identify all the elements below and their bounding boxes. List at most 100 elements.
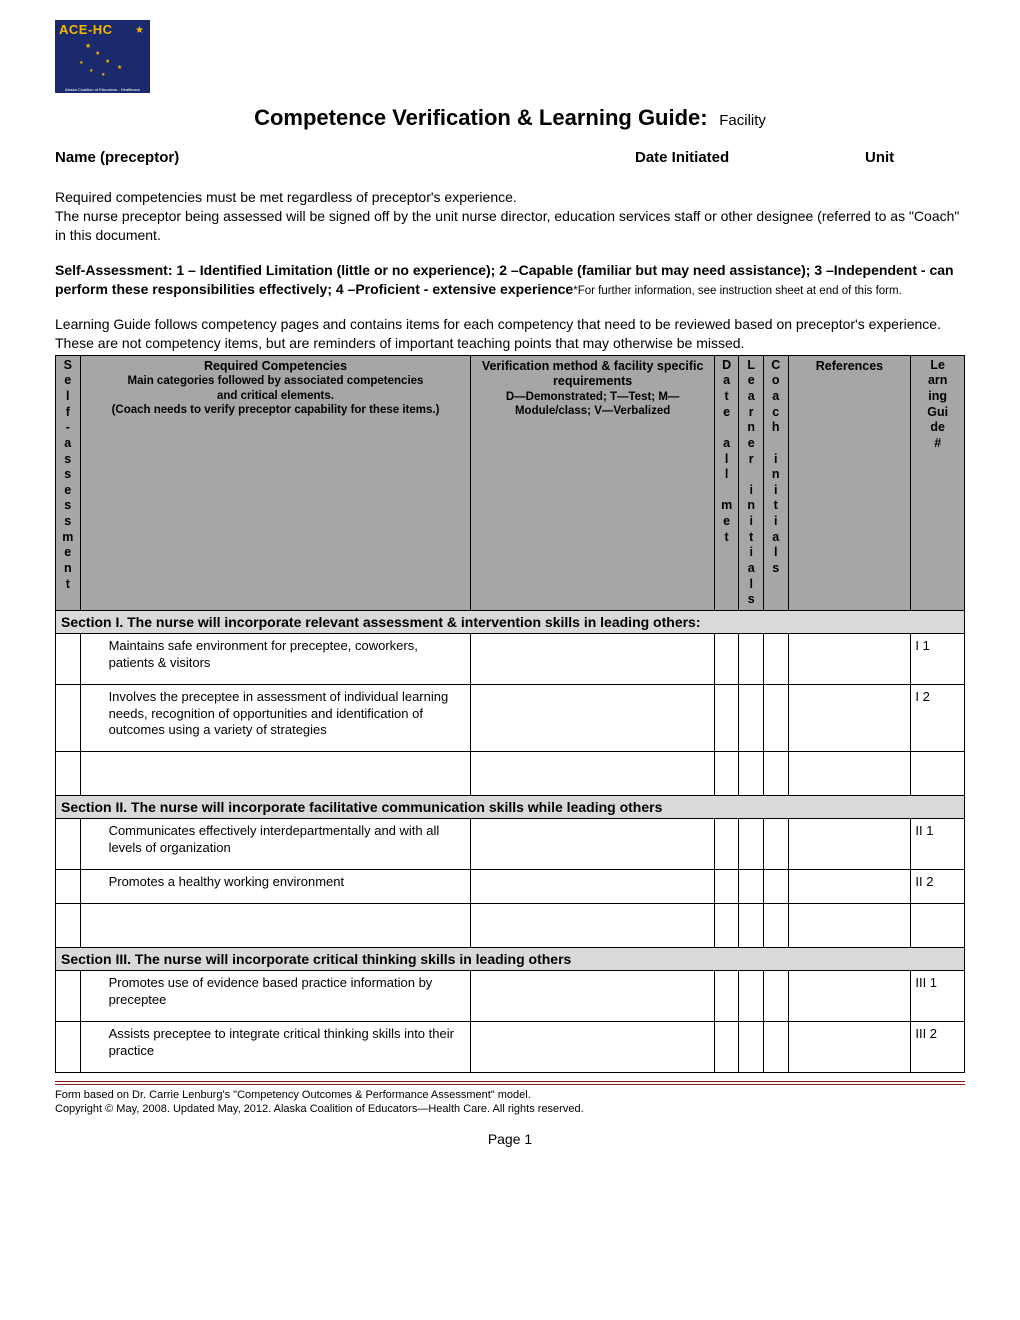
learner-initials-cell (739, 684, 764, 752)
learning-guide-ref (911, 752, 965, 796)
coach-initials-cell (763, 684, 788, 752)
table-row: Communicates effectively interdepartment… (56, 819, 965, 870)
learning-guide-ref: I 2 (911, 684, 965, 752)
learner-initials-cell (739, 870, 764, 904)
col-references: References (788, 355, 911, 610)
star-icon: ★ (95, 50, 100, 57)
coach-initials-cell (763, 1021, 788, 1072)
learner-initials-cell (739, 819, 764, 870)
table-row: Involves the preceptee in assessment of … (56, 684, 965, 752)
learner-initials-cell (739, 970, 764, 1021)
table-row: Promotes use of evidence based practice … (56, 970, 965, 1021)
competency-text: Communicates effectively interdepartment… (80, 819, 471, 870)
learning-guide-note: Learning Guide follows competency pages … (55, 315, 965, 353)
self-assessment-cell (56, 903, 81, 947)
references-cell (788, 633, 911, 684)
page-title-suffix: Facility (719, 112, 766, 129)
page-title-row: Competence Verification & Learning Guide… (55, 105, 965, 131)
verification-cell (471, 970, 714, 1021)
footer-line2: Copyright © May, 2008. Updated May, 2012… (55, 1102, 965, 1117)
learner-initials-cell (739, 1021, 764, 1072)
section-header: Section II. The nurse will incorporate f… (56, 796, 965, 819)
footer-line1: Form based on Dr. Carrie Lenburg's "Comp… (55, 1088, 965, 1103)
self-assessment-cell (56, 684, 81, 752)
col-coach-initials: Coach initials (763, 355, 788, 610)
footer-rule (55, 1081, 965, 1088)
table-row (56, 903, 965, 947)
star-icon: ★ (101, 72, 105, 78)
col-required-competencies: Required Competencies Main categories fo… (80, 355, 471, 610)
verification-cell (471, 819, 714, 870)
self-assessment-cell (56, 970, 81, 1021)
intro-p1: Required competencies must be met regard… (55, 189, 517, 205)
req-sub1: Main categories followed by associated c… (83, 374, 469, 388)
verification-cell (471, 684, 714, 752)
self-assessment-cell (56, 633, 81, 684)
date-met-cell (714, 752, 739, 796)
date-met-cell (714, 684, 739, 752)
date-met-cell (714, 1021, 739, 1072)
coach-initials-cell (763, 633, 788, 684)
req-title: Required Competencies (204, 359, 347, 373)
logo-subtext: Alaska Coalition of Educators - Healthca… (57, 87, 148, 92)
table-row: Maintains safe environment for preceptee… (56, 633, 965, 684)
date-met-cell (714, 970, 739, 1021)
competency-text: Maintains safe environment for preceptee… (80, 633, 471, 684)
learning-guide-ref: I 1 (911, 633, 965, 684)
competency-text (80, 752, 471, 796)
req-sub2: and critical elements. (83, 389, 469, 403)
page-number: Page 1 (55, 1131, 965, 1147)
competency-text (80, 903, 471, 947)
col-verification-method: Verification method & facility specific … (471, 355, 714, 610)
page-title: Competence Verification & Learning Guide… (254, 105, 708, 130)
col-learning-guide-num: LearningGuide# (911, 355, 965, 610)
learner-initials-cell (739, 633, 764, 684)
date-met-cell (714, 870, 739, 904)
references-cell (788, 903, 911, 947)
unit-label: Unit (865, 149, 965, 166)
verification-cell (471, 752, 714, 796)
references-cell (788, 752, 911, 796)
references-cell (788, 1021, 911, 1072)
table-header-row: Self-assessment Required Competencies Ma… (56, 355, 965, 610)
verif-title: Verification method & facility specific … (482, 359, 704, 389)
learning-guide-ref: II 1 (911, 819, 965, 870)
references-cell (788, 819, 911, 870)
coach-initials-cell (763, 903, 788, 947)
verification-cell (471, 633, 714, 684)
req-sub3: (Coach needs to verify preceptor capabil… (83, 403, 469, 417)
self-assessment-legend: Self-Assessment: 1 – Identified Limitati… (55, 261, 965, 299)
learning-guide-ref: III 1 (911, 970, 965, 1021)
competency-table: Self-assessment Required Competencies Ma… (55, 355, 965, 1073)
verification-cell (471, 1021, 714, 1072)
coach-initials-cell (763, 819, 788, 870)
table-row: Promotes a healthy working environment II… (56, 870, 965, 904)
table-row (56, 752, 965, 796)
name-label: Name (preceptor) (55, 149, 635, 166)
self-assessment-cell (56, 870, 81, 904)
self-assessment-cell (56, 1021, 81, 1072)
competency-text: Involves the preceptee in assessment of … (80, 684, 471, 752)
section-header-row: Section I. The nurse will incorporate re… (56, 610, 965, 633)
star-icon: ★ (89, 68, 93, 74)
section-header: Section III. The nurse will incorporate … (56, 947, 965, 970)
col-learner-initials: Learner initials (739, 355, 764, 610)
self-assess-note: *For further information, see instructio… (573, 285, 902, 297)
competency-text: Assists preceptee to integrate critical … (80, 1021, 471, 1072)
self-assessment-cell (56, 819, 81, 870)
star-icon: ★ (85, 42, 91, 50)
col-date-all-met: Date all met (714, 355, 739, 610)
section-header: Section I. The nurse will incorporate re… (56, 610, 965, 633)
learner-initials-cell (739, 752, 764, 796)
references-cell (788, 870, 911, 904)
table-row: Assists preceptee to integrate critical … (56, 1021, 965, 1072)
section-header-row: Section II. The nurse will incorporate f… (56, 796, 965, 819)
verification-cell (471, 903, 714, 947)
star-icon: ★ (117, 64, 122, 71)
date-label: Date Initiated (635, 149, 865, 166)
competency-text: Promotes use of evidence based practice … (80, 970, 471, 1021)
learning-guide-ref: II 2 (911, 870, 965, 904)
verification-cell (471, 870, 714, 904)
competency-text: Promotes a healthy working environment (80, 870, 471, 904)
self-assessment-cell (56, 752, 81, 796)
